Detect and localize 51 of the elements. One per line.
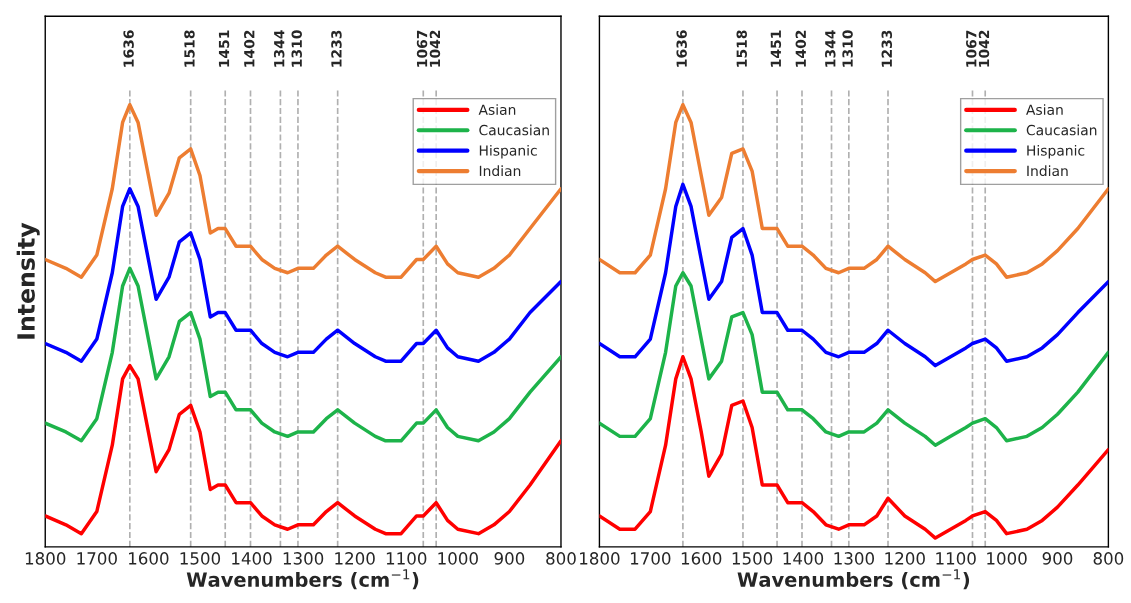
ref-line-label: 1636 bbox=[123, 30, 134, 67]
x-tick-label: 1100 bbox=[386, 552, 427, 565]
x-tick-label: 1500 bbox=[180, 552, 221, 565]
x-axis-title: Wavenumbers (cm$^{−1}$) bbox=[186, 569, 419, 590]
ref-line-label: 1042 bbox=[978, 30, 990, 67]
y-axis-title: Intensity bbox=[16, 222, 40, 339]
ref-line-label: 1344 bbox=[273, 30, 285, 67]
x-tick-label: 1800 bbox=[25, 552, 66, 565]
ref-line-label: 1310 bbox=[842, 30, 853, 67]
ref-line-label: 1042 bbox=[429, 30, 441, 67]
ref-line-label: 1344 bbox=[825, 30, 836, 67]
x-tick-label: 900 bbox=[494, 552, 525, 565]
legend-label: Asian bbox=[1026, 104, 1063, 115]
legend-label: Caucasian bbox=[1026, 124, 1097, 136]
x-tick-label: 1000 bbox=[987, 552, 1027, 565]
x-tick-label: 1600 bbox=[681, 552, 722, 565]
ref-line-label: 1233 bbox=[881, 30, 893, 67]
x-tick-label: 1200 bbox=[335, 552, 375, 565]
x-tick-label: 1400 bbox=[232, 552, 272, 565]
legend-label: Hispanic bbox=[479, 144, 537, 159]
x-tick-label: 1700 bbox=[77, 552, 117, 565]
x-tick-label: 1700 bbox=[630, 552, 671, 565]
legend-label: Caucasian bbox=[479, 124, 549, 136]
ref-line-label: 1402 bbox=[244, 30, 255, 67]
x-tick-label: 1000 bbox=[438, 552, 478, 565]
ref-line-label: 1518 bbox=[184, 30, 195, 67]
x-tick-label: 1600 bbox=[129, 552, 169, 565]
x-tick-label: 800 bbox=[1093, 552, 1124, 565]
ref-line-label: 1451 bbox=[218, 30, 230, 67]
ref-line-label: 1451 bbox=[770, 30, 782, 67]
ref-line-label: 1636 bbox=[676, 30, 687, 67]
legend-label: Asian bbox=[478, 104, 516, 115]
x-tick-label: 1400 bbox=[783, 552, 824, 565]
x-tick-label: 1200 bbox=[885, 552, 925, 565]
ref-line-label: 1402 bbox=[795, 30, 807, 67]
x-tick-label: 1100 bbox=[936, 552, 976, 565]
ref-line-label: 1233 bbox=[331, 30, 342, 67]
legend-label: Indian bbox=[479, 165, 521, 177]
x-tick-label: 1300 bbox=[283, 552, 324, 565]
x-tick-label: 1500 bbox=[732, 552, 773, 565]
ref-line-label: 1518 bbox=[736, 30, 747, 67]
legend-label: Hispanic bbox=[1027, 144, 1085, 159]
x-tick-label: 900 bbox=[1042, 552, 1073, 565]
x-tick-label: 800 bbox=[546, 552, 576, 565]
legend-label: Indian bbox=[1027, 165, 1068, 177]
ref-line-label: 1067 bbox=[966, 30, 977, 67]
ref-line-label: 1067 bbox=[416, 30, 428, 67]
ref-line-label: 1310 bbox=[291, 30, 302, 67]
x-tick-label: 1300 bbox=[834, 552, 875, 565]
x-axis-title: Wavenumbers (cm$^{−1}$) bbox=[737, 569, 970, 590]
x-tick-label: 1800 bbox=[580, 552, 620, 565]
